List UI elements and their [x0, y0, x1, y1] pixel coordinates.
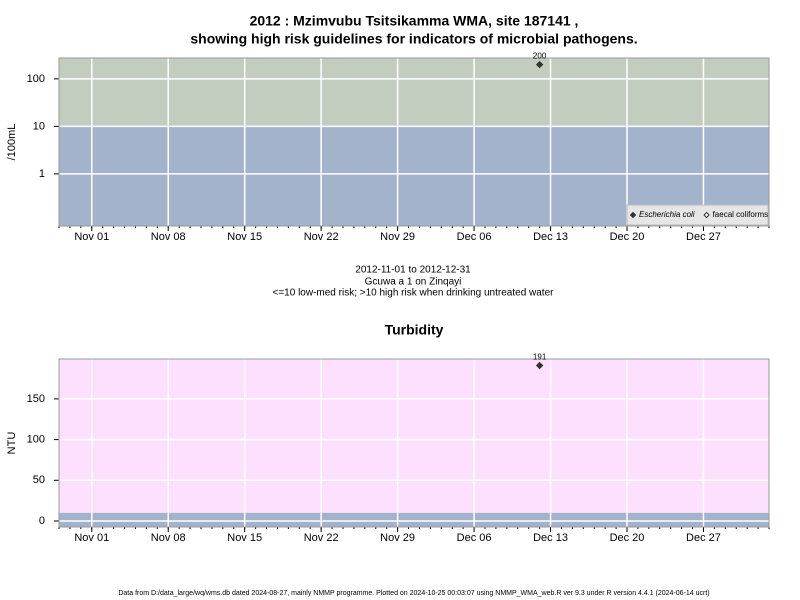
- x-tick-label: Nov 29: [380, 231, 415, 243]
- point: [535, 361, 544, 370]
- x-tick-label: Nov 08: [151, 231, 186, 243]
- x-tick-label: Nov 08: [151, 532, 186, 544]
- subtitle: showing high risk guidelines for indicat…: [190, 31, 637, 47]
- chart-title: Turbidity: [385, 322, 444, 338]
- legend-label: faecal coliforms: [713, 210, 769, 219]
- y-tick-label: 100: [27, 433, 45, 445]
- x-tick-label: Dec 20: [610, 231, 645, 243]
- x-tick-label: Dec 13: [533, 231, 568, 243]
- y-tick-label: 10: [33, 120, 45, 132]
- x-tick-label: Nov 01: [74, 231, 109, 243]
- x-tick-label: Nov 01: [74, 532, 109, 544]
- footer: Data from D:/data_large/wq/wms.db dated …: [118, 590, 709, 597]
- value-label: 191: [533, 353, 547, 362]
- x-tick-label: Dec 27: [686, 532, 721, 544]
- plot-frame: [58, 57, 770, 227]
- x-tick-label: Nov 15: [227, 532, 262, 544]
- legend-marker: [629, 211, 637, 219]
- y-tick-label: 100: [27, 73, 45, 85]
- y-axis-label: /100mL: [6, 124, 18, 161]
- band-above: [59, 58, 769, 127]
- y-axis-label: NTU: [6, 432, 18, 455]
- x-tick-label: Dec 06: [457, 532, 492, 544]
- x-tick-label: Dec 13: [533, 532, 568, 544]
- y-tick-label: 0: [39, 515, 45, 527]
- band-above: [59, 359, 769, 513]
- x-tick-label: Nov 22: [304, 231, 339, 243]
- title: 2012 : Mzimvubu Tsitsikamma WMA, site 18…: [250, 13, 579, 29]
- x-tick-label: Nov 29: [380, 532, 415, 544]
- x-tick-label: Nov 15: [227, 231, 262, 243]
- note: <=10 low-med risk; >10 high risk when dr…: [273, 288, 555, 299]
- value-label: 200: [533, 52, 547, 61]
- x-tick-label: Dec 06: [457, 231, 492, 243]
- y-tick-label: 150: [27, 393, 45, 405]
- x-tick-label: Dec 27: [686, 231, 721, 243]
- x-tick-label: Nov 22: [304, 532, 339, 544]
- legend-label: Escherichia coli: [639, 210, 695, 219]
- y-tick-label: 50: [33, 474, 45, 486]
- legend-box: [626, 204, 769, 226]
- y-tick-label: 1: [39, 168, 45, 180]
- point: [535, 60, 544, 69]
- band-below: [59, 512, 769, 527]
- legend-marker: [703, 211, 710, 219]
- note: 2012-11-01 to 2012-12-31: [355, 265, 471, 276]
- x-tick-label: Dec 20: [610, 532, 645, 544]
- note: Gcuwa a 1 on Zinqayi: [365, 277, 462, 288]
- plot-frame: [58, 358, 770, 528]
